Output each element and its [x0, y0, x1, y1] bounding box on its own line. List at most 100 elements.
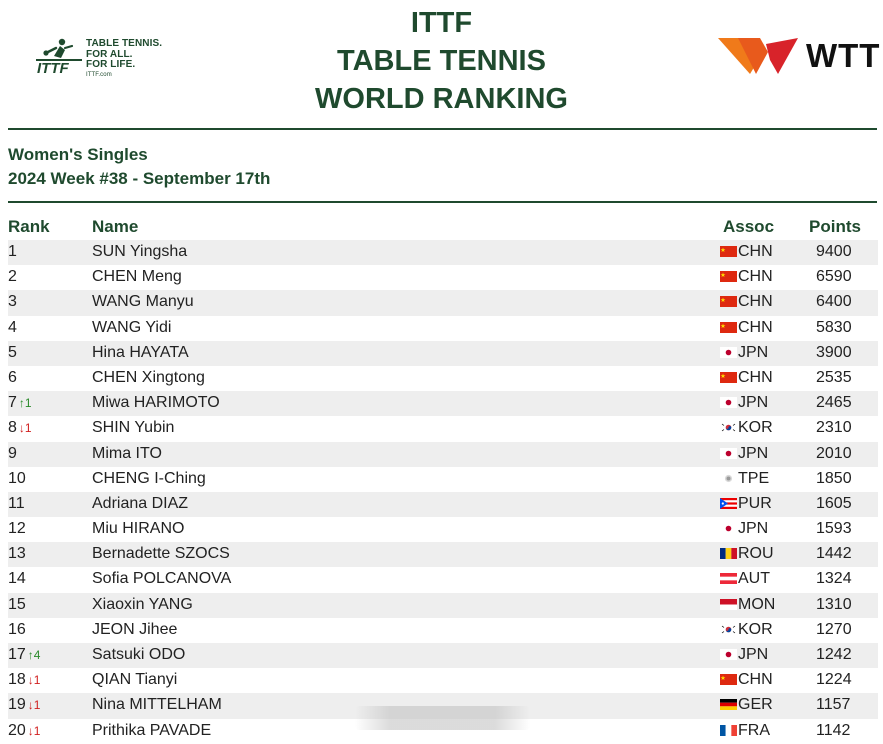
assoc-code: JPN: [738, 444, 769, 462]
rank-cell: 3: [8, 293, 17, 311]
points-value: 1224: [816, 671, 852, 689]
assoc-cell: CHN: [720, 671, 773, 689]
japan-flag-icon: [720, 520, 738, 537]
points-value: 2010: [816, 444, 852, 462]
tpe-flag-icon: [720, 470, 738, 487]
rank-cell: 2: [8, 268, 17, 286]
assoc-cell: AUT: [720, 570, 770, 588]
japan-flag-icon: [720, 344, 738, 361]
points-value: 6400: [816, 293, 852, 311]
assoc-cell: MON: [720, 596, 775, 614]
china-flag-icon: [720, 319, 738, 336]
wtt-wordmark: WTT: [806, 37, 881, 74]
table-body: 1 SUN Yingsha CHN 9400 2 CHEN Meng CHN 6590 3 WAN…: [8, 240, 878, 744]
rank-value: 10: [8, 469, 26, 487]
rank-cell: 19 ↓1: [8, 696, 40, 714]
assoc-cell: PUR: [720, 495, 772, 513]
rank-cell: 17 ↑4: [8, 646, 40, 664]
china-flag-icon: [720, 268, 738, 285]
table-row: 18 ↓1 QIAN Tianyi CHN 1224: [8, 668, 878, 693]
points-value: 6590: [816, 268, 852, 286]
assoc-code: MON: [738, 595, 776, 613]
tagline-line3: FOR LIFE.: [86, 59, 136, 70]
rank-value: 2: [8, 268, 17, 286]
player-name: SUN Yingsha: [92, 243, 188, 260]
subtitle-divider: [8, 201, 877, 203]
rank-cell: 5: [8, 344, 17, 362]
rank-cell: 7 ↑1: [8, 394, 32, 412]
assoc-cell: TPE: [720, 470, 769, 488]
korea-flag-icon: [720, 621, 738, 638]
assoc-code: CHN: [738, 318, 773, 336]
points-value: 1242: [816, 646, 852, 663]
japan-flag-icon: [720, 646, 738, 663]
table-row: 17 ↑4 Satsuki ODO JPN 1242: [8, 643, 878, 669]
player-name: Xiaoxin YANG: [92, 595, 193, 613]
player-name: Adriana DIAZ: [92, 494, 189, 512]
rank-down-indicator: ↓1: [27, 673, 41, 688]
points-value: 9400: [816, 243, 852, 260]
player-name: WANG Manyu: [92, 293, 194, 311]
rank-cell: 8 ↓1: [8, 419, 32, 437]
player-name: Satsuki ODO: [92, 646, 186, 663]
assoc-code: JPN: [738, 520, 769, 538]
tagline-url: ITTF.com: [86, 71, 112, 78]
header-points: Points: [809, 217, 861, 236]
header-assoc: Assoc: [723, 217, 775, 236]
rank-value: 16: [8, 620, 26, 638]
assoc-cell: JPN: [720, 394, 768, 412]
watermark-blur: [355, 706, 530, 730]
assoc-cell: CHN: [720, 293, 773, 311]
table-row: 2 CHEN Meng CHN 6590: [8, 265, 878, 290]
assoc-code: CHN: [738, 268, 773, 286]
table-row: 9 Mima ITO JPN 2010: [8, 441, 878, 467]
points-value: 1605: [816, 494, 852, 512]
assoc-cell: CHN: [720, 319, 773, 337]
ranking-table: Rank Name Assoc Points 1 SUN Yingsha CHN 94…: [8, 214, 878, 744]
category-label: Women's Singles: [8, 145, 148, 164]
points-value: 2465: [816, 394, 852, 412]
assoc-cell: JPN: [720, 520, 768, 538]
ittf-player-icon: ITTF: [36, 38, 82, 76]
player-name: CHEN Xingtong: [92, 368, 205, 386]
japan-flag-icon: [720, 394, 738, 411]
player-name: Mima ITO: [92, 444, 162, 462]
points-value: 2535: [816, 368, 852, 386]
title-line-2: TABLE TENNIS: [337, 45, 546, 77]
rank-value: 6: [8, 368, 17, 386]
tagline-line1: TABLE TENNIS.: [86, 38, 163, 49]
assoc-cell: JPN: [720, 646, 768, 664]
rank-value: 4: [8, 318, 17, 336]
romania-flag-icon: [720, 545, 738, 562]
rank-cell: 6: [8, 369, 17, 387]
assoc-code: PUR: [738, 494, 772, 512]
player-name: CHENG I-Ching: [92, 469, 206, 487]
points-value: 1324: [816, 570, 852, 588]
assoc-code: KOR: [738, 419, 773, 437]
rank-value: 11: [8, 494, 25, 512]
rank-cell: 4: [8, 319, 17, 337]
rank-value: 18: [8, 671, 26, 689]
assoc-code: JPN: [738, 343, 769, 361]
assoc-code: AUT: [738, 570, 770, 588]
rank-cell: 1: [8, 243, 17, 261]
korea-flag-icon: [720, 419, 738, 436]
header-divider: [8, 128, 877, 130]
rank-value: 9: [8, 444, 17, 462]
table-row: 7 ↑1 Miwa HARIMOTO JPN 2465: [8, 391, 878, 417]
assoc-cell: CHN: [720, 243, 773, 261]
assoc-code: CHN: [738, 293, 773, 311]
page-header: ITTF TABLE TENNIS. FOR ALL. FOR LIFE. IT…: [0, 0, 883, 128]
rank-value: 12: [8, 520, 26, 538]
assoc-code: FRA: [738, 721, 770, 739]
rank-value: 13: [8, 545, 26, 563]
assoc-cell: JPN: [720, 344, 768, 362]
assoc-code: JPN: [738, 394, 769, 412]
rank-cell: 16: [8, 621, 26, 639]
assoc-code: ROU: [738, 545, 774, 563]
header-name: Name: [92, 217, 139, 236]
rank-value: 14: [8, 570, 26, 588]
player-name: Miwa HARIMOTO: [92, 394, 220, 412]
points-value: 1850: [816, 469, 852, 487]
austria-flag-icon: [720, 570, 738, 587]
